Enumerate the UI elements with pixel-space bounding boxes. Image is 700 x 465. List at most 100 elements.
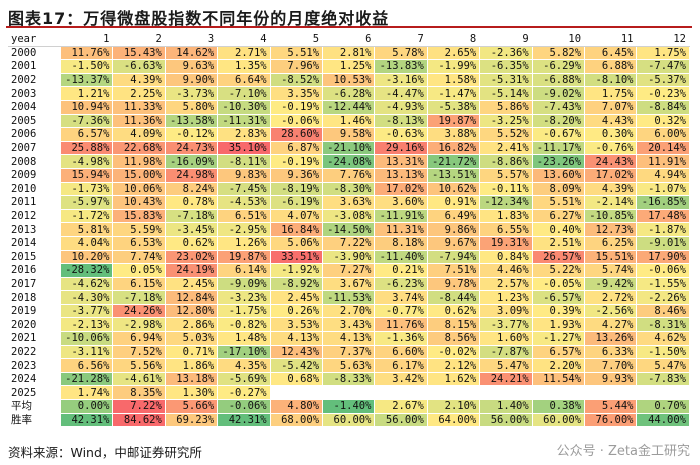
table-cell: 6.57% bbox=[531, 344, 586, 360]
row-label: 2015 bbox=[8, 249, 61, 265]
table-cell: 17.02% bbox=[584, 167, 638, 183]
table-cell: -7.10% bbox=[217, 86, 271, 101]
table-cell: 6.45% bbox=[584, 45, 638, 61]
table-cell: 2.45% bbox=[269, 290, 324, 305]
table-cell: -8.30% bbox=[322, 181, 376, 197]
header-month-10: 10 bbox=[531, 32, 586, 47]
table-cell: -8.13% bbox=[374, 113, 428, 129]
table-cell: -0.06% bbox=[217, 399, 271, 414]
row-label: 2006 bbox=[8, 127, 61, 142]
table-cell: 13.13% bbox=[374, 167, 428, 183]
table-cell: 16.84% bbox=[269, 222, 324, 237]
table-cell: -4.47% bbox=[374, 86, 428, 101]
table-cell: -8.44% bbox=[426, 290, 481, 305]
table-cell: 7.07% bbox=[584, 99, 638, 115]
table-cell: 0.26% bbox=[269, 303, 324, 319]
table-cell: -7.18% bbox=[164, 208, 219, 224]
table-cell: 1.25% bbox=[322, 59, 376, 74]
table-cell: 4.80% bbox=[269, 399, 324, 414]
table-cell: -2.56% bbox=[584, 303, 638, 319]
table-cell: 0.32% bbox=[636, 113, 690, 129]
table-cell: 8.46% bbox=[636, 303, 690, 319]
table-cell: 13.60% bbox=[531, 167, 586, 183]
table-cell: 15.00% bbox=[112, 167, 166, 183]
table-row: 2016 -28.32% 0.05% 24.19% 6.14% -1.92% 7.27% 0.… bbox=[8, 263, 690, 278]
table-cell: -5.97% bbox=[59, 195, 114, 210]
table-cell: 15.43% bbox=[112, 45, 166, 61]
table-cell: 1.62% bbox=[426, 371, 481, 387]
table-cell: 24.43% bbox=[584, 154, 638, 169]
table-cell: -13.37% bbox=[59, 72, 114, 88]
table-cell: 56.00% bbox=[479, 412, 533, 428]
header-month-6: 6 bbox=[322, 32, 376, 47]
table-cell: 0.40% bbox=[531, 222, 586, 237]
table-cell: -8.19% bbox=[269, 181, 324, 197]
table-cell: -14.50% bbox=[322, 222, 376, 237]
table-cell: 4.62% bbox=[636, 331, 690, 346]
row-label: 2024 bbox=[8, 371, 61, 387]
row-label: 2001 bbox=[8, 59, 61, 74]
table-cell: 3.67% bbox=[322, 276, 376, 292]
table-cell: -7.94% bbox=[426, 249, 481, 265]
table-cell: 26.57% bbox=[531, 249, 586, 265]
table-cell: -7.45% bbox=[217, 181, 271, 197]
table-cell: 6.27% bbox=[531, 208, 586, 224]
table-cell: -8.20% bbox=[531, 113, 586, 129]
header-month-11: 11 bbox=[584, 32, 638, 47]
table-cell: 6.57% bbox=[59, 127, 114, 142]
table-cell: -10.85% bbox=[584, 208, 638, 224]
table-cell: 12.84% bbox=[164, 290, 219, 305]
table-cell bbox=[269, 385, 324, 401]
table-cell: -23.26% bbox=[531, 154, 586, 169]
table-cell: 11.36% bbox=[112, 113, 166, 129]
table-cell: 3.42% bbox=[374, 371, 428, 387]
table-cell: -0.76% bbox=[584, 140, 638, 156]
table-cell: -13.51% bbox=[426, 167, 481, 183]
table-cell: 0.21% bbox=[374, 263, 428, 278]
table-cell: 33.51% bbox=[269, 249, 324, 265]
table-cell: 42.31% bbox=[59, 412, 114, 428]
row-label: 2012 bbox=[8, 208, 61, 224]
table-cell: 8.56% bbox=[426, 331, 481, 346]
table-cell: 3.63% bbox=[322, 195, 376, 210]
table-cell: 44.00% bbox=[636, 412, 690, 428]
table-cell: 5.51% bbox=[269, 45, 324, 61]
table-cell: 6.94% bbox=[112, 331, 166, 346]
table-cell: 1.26% bbox=[217, 235, 271, 251]
table-cell: -28.32% bbox=[59, 263, 114, 278]
row-label: 2025 bbox=[8, 385, 61, 401]
table-cell: -2.98% bbox=[112, 317, 166, 333]
table-cell: 6.15% bbox=[112, 276, 166, 292]
table-cell: -3.77% bbox=[479, 317, 533, 333]
table-row: 2023 6.56% 5.56% 1.86% 4.35% -5.42% 5.63% 6.17%… bbox=[8, 358, 690, 373]
table-cell: 1.48% bbox=[217, 331, 271, 346]
table-cell: -17.10% bbox=[217, 344, 271, 360]
table-cell: 1.23% bbox=[479, 290, 533, 305]
row-label: 2013 bbox=[8, 222, 61, 237]
table-cell: 24.98% bbox=[164, 167, 219, 183]
table-cell: 1.83% bbox=[479, 208, 533, 224]
table-cell: -6.88% bbox=[531, 72, 586, 88]
table-cell: 11.76% bbox=[59, 45, 114, 61]
table-cell: 5.63% bbox=[322, 358, 376, 373]
table-cell: 2.45% bbox=[164, 276, 219, 292]
table-row: 2002 -13.37% 4.39% 9.90% 6.64% -8.52% 10.53% -3… bbox=[8, 72, 690, 88]
row-label: 2020 bbox=[8, 317, 61, 333]
table-cell: 0.38% bbox=[531, 399, 586, 414]
table-cell: 5.57% bbox=[479, 167, 533, 183]
table-cell: 84.62% bbox=[112, 412, 166, 428]
table-cell: 8.15% bbox=[426, 317, 481, 333]
table-cell: -1.92% bbox=[269, 263, 324, 278]
table-cell: 4.94% bbox=[636, 167, 690, 183]
table-cell: -0.19% bbox=[269, 99, 324, 115]
table-cell: 2.67% bbox=[374, 399, 428, 414]
table-cell: -1.50% bbox=[59, 59, 114, 74]
table-cell: -11.40% bbox=[374, 249, 428, 265]
table-cell: 10.62% bbox=[426, 181, 481, 197]
table-cell: 9.90% bbox=[164, 72, 219, 88]
table-cell: 8.18% bbox=[374, 235, 428, 251]
table-cell: 5.47% bbox=[479, 358, 533, 373]
table-cell: -0.12% bbox=[164, 127, 219, 142]
table-cell: -16.85% bbox=[636, 195, 690, 210]
table-row: 2014 4.04% 6.53% 0.62% 1.26% 5.06% 7.22% 8.18% 9… bbox=[8, 235, 690, 251]
